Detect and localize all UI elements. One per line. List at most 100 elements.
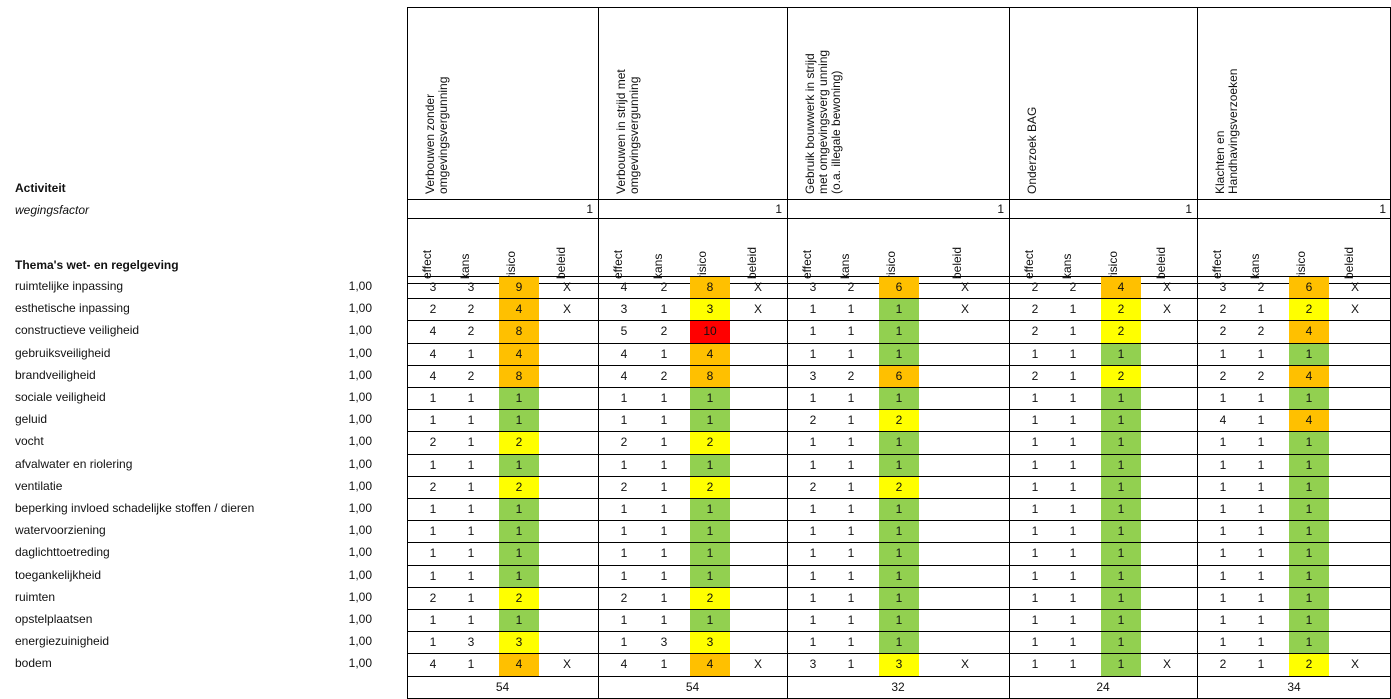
activity-title: Onderzoek BAG (1025, 106, 1039, 194)
kans-value: 1 (1257, 546, 1265, 561)
beleid-value (740, 476, 776, 498)
activity-label: Activiteit (15, 181, 66, 195)
beleid-value (740, 343, 776, 365)
theme-name: toegankelijkheid (15, 567, 102, 582)
beleid-value (740, 520, 776, 542)
beleid-value (549, 542, 585, 564)
effect-value: 2 (809, 413, 817, 428)
effect-value: 1 (809, 613, 817, 627)
effect-value: 1 (429, 635, 437, 650)
beleid-value (1149, 476, 1185, 498)
beleid-value (1149, 409, 1185, 431)
beleid-value (945, 365, 985, 387)
effect-value: 2 (1031, 280, 1039, 294)
risico-value: 1 (1101, 498, 1141, 521)
sub-header: effect kans risico beleid (598, 217, 788, 284)
kans-value: 1 (467, 590, 475, 605)
activity-total: 54 (495, 679, 510, 694)
kans-value: 1 (1257, 502, 1265, 516)
beleid-value (945, 320, 985, 342)
beleid-value (740, 498, 776, 520)
theme-weight: 1,00 (348, 367, 372, 382)
kans-value: 1 (847, 502, 855, 516)
beleid-value (1337, 320, 1373, 342)
theme-weight: 1,00 (348, 456, 372, 471)
divider (407, 498, 1391, 499)
risico-value: 1 (1101, 631, 1141, 654)
risico-value: 1 (1101, 387, 1141, 410)
kans-value: 1 (660, 524, 668, 539)
effect-value: 1 (1031, 502, 1039, 516)
risico-value: 4 (1289, 364, 1329, 387)
risico-value: 6 (879, 364, 919, 387)
effect-value: 1 (1031, 657, 1039, 672)
effect-value: 2 (620, 590, 628, 605)
beleid-value (1337, 343, 1373, 365)
kans-value: 1 (1257, 391, 1265, 405)
kans-value: 1 (847, 479, 855, 494)
divider (407, 631, 1391, 633)
divider (407, 564, 1391, 566)
effect-value: 2 (1031, 324, 1039, 339)
divider (407, 542, 1391, 544)
effect-value: 2 (1031, 302, 1039, 317)
effect-value: 1 (620, 568, 628, 583)
effect-value: 4 (620, 346, 628, 361)
effect-value: 1 (809, 502, 817, 516)
kans-value: 1 (847, 302, 855, 317)
effect-value: 4 (429, 346, 437, 361)
kans-value: 1 (1257, 302, 1265, 317)
activity-total: 32 (891, 679, 905, 694)
effect-value: 3 (1219, 280, 1227, 294)
effect-value: 2 (1219, 368, 1227, 383)
divider (407, 475, 1391, 477)
effect-value: 4 (620, 280, 628, 294)
activity-weight: 1 (787, 199, 1010, 219)
effect-value: 4 (1219, 413, 1227, 428)
divider (407, 697, 1391, 699)
kans-value: 2 (467, 368, 475, 383)
risico-value: 1 (879, 631, 919, 654)
effect-value: 1 (620, 613, 628, 627)
beleid-value: X (562, 657, 571, 672)
kans-value: 2 (467, 302, 475, 317)
sub-label-risico: risico (1106, 250, 1120, 279)
kans-value: 1 (1257, 635, 1265, 650)
beleid-value: X (753, 657, 762, 672)
effect-value: 3 (809, 280, 817, 294)
effect-value: 1 (809, 435, 817, 450)
effect-value: 1 (1031, 435, 1039, 450)
sub-label-effect: effect (1210, 249, 1224, 279)
risico-value: 1 (879, 609, 919, 632)
beleid-value (549, 454, 585, 476)
beleid-value: X (960, 280, 969, 294)
effect-value: 3 (809, 657, 817, 672)
risico-value: 1 (1289, 342, 1329, 365)
effect-value: 1 (1031, 590, 1039, 605)
effect-value: 5 (620, 324, 628, 339)
beleid-value (740, 409, 776, 431)
kans-value: 1 (1069, 502, 1077, 516)
risico-value: 1 (690, 564, 730, 587)
risico-value: 1 (1101, 431, 1141, 454)
effect-value: 1 (620, 413, 628, 428)
theme-weight: 1,00 (348, 545, 372, 560)
beleid-value (945, 498, 985, 520)
kans-value: 1 (1257, 568, 1265, 583)
risico-value: 2 (690, 431, 730, 454)
beleid-value (1337, 365, 1373, 387)
effect-value: 1 (1031, 635, 1039, 650)
effect-value: 2 (1031, 368, 1039, 383)
risico-value: 8 (499, 320, 539, 343)
effect-value: 1 (809, 302, 817, 317)
risico-value: 1 (879, 431, 919, 454)
risico-value: 1 (879, 586, 919, 609)
risico-value: 1 (1289, 609, 1329, 632)
beleid-value (1149, 387, 1185, 409)
effect-value: 2 (1219, 324, 1227, 339)
activity-title: Klachten en Handhavingsverzoeken (1213, 68, 1240, 194)
sub-header: effect kans risico beleid (787, 217, 1010, 284)
effect-value: 1 (1031, 546, 1039, 561)
beleid-value (740, 365, 776, 387)
effect-value: 2 (620, 435, 628, 450)
